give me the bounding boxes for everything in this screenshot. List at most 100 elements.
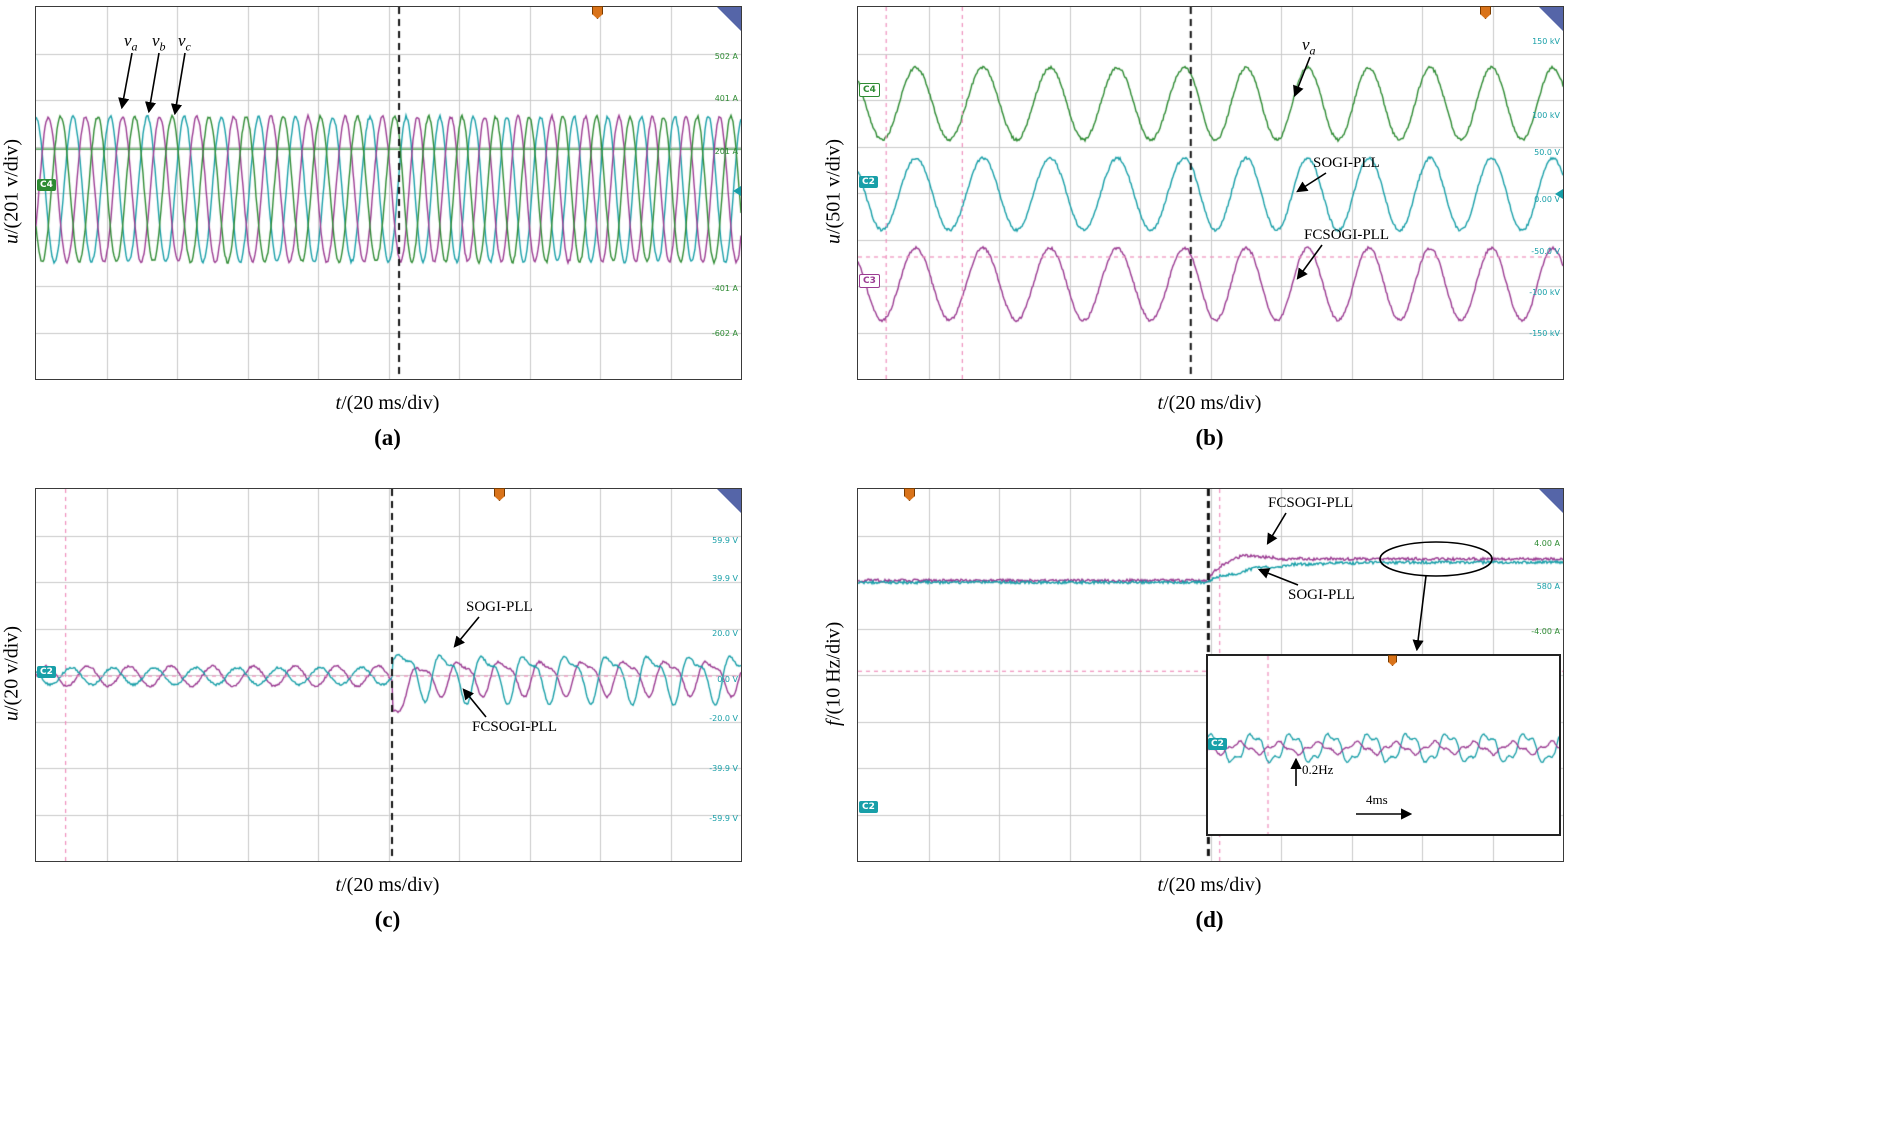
x-axis-var: t	[335, 874, 342, 896]
scale-readout: 401 A	[714, 94, 738, 103]
y-axis-unit: /(20 v/div)	[0, 626, 23, 712]
label-var: v	[152, 31, 160, 50]
scale-readout: -401 A	[711, 284, 738, 293]
panel-a: u/(201 v/div) C4 502 A 401 A 201 A -401 …	[1, 6, 742, 451]
scale-readout: 100 kV	[1532, 111, 1560, 120]
panel-d: f/(10 Hz/div) C2 4.00 A 580 A -4.00 A FC…	[823, 488, 1564, 933]
panel-a-waveform-canvas	[36, 7, 741, 379]
channel-tag: C2	[859, 801, 878, 813]
y-axis-unit: /(10 Hz/div)	[822, 622, 845, 721]
trace-label-fcsogi-pll: FCSOGI-PLL	[1304, 227, 1390, 243]
panel-b-scope: C4 C2 C3 150 kV 100 kV 50.0 V 0.00 V -50…	[857, 6, 1564, 380]
panel-b-waveform-canvas	[858, 7, 1563, 379]
scale-readout: 4.00 A	[1534, 539, 1560, 548]
scale-readout: -150 kV	[1529, 329, 1560, 338]
trace-label-fcsogi-pll: FCSOGI-PLL	[472, 719, 558, 735]
scale-readout: 502 A	[714, 52, 738, 61]
panel-a-y-axis-label: u/(201 v/div)	[0, 6, 26, 378]
trace-label-vc: vc	[178, 31, 191, 54]
trigger-marker-icon	[904, 488, 915, 501]
trace-label-va: va	[124, 31, 138, 54]
panel-b-x-axis-label: t/(20 ms/div)	[857, 392, 1562, 415]
channel-tag: C2	[1208, 738, 1227, 750]
scale-readout: 201 A	[714, 147, 738, 156]
panel-d-scope: C2 4.00 A 580 A -4.00 A FCSOGI-PLL SOGI-…	[857, 488, 1564, 862]
scale-readout: 50.0 V	[1534, 148, 1560, 157]
panel-a-scope: C4 502 A 401 A 201 A -401 A -602 A va vb…	[35, 6, 742, 380]
scale-readout: -20.0 V	[709, 714, 738, 723]
corner-triangle-icon	[1539, 7, 1563, 31]
label-sub: b	[159, 39, 166, 54]
trace-label-sogi-pll: SOGI-PLL	[466, 599, 533, 615]
scale-readout: 580 A	[1536, 582, 1560, 591]
x-axis-unit: /(20 ms/div)	[341, 874, 440, 896]
panel-c-x-axis-label: t/(20 ms/div)	[35, 874, 740, 897]
panel-d-y-axis-label: f/(10 Hz/div)	[820, 488, 848, 860]
trace-label-sogi-pll: SOGI-PLL	[1313, 155, 1380, 171]
trace-label-fcsogi-pll: FCSOGI-PLL	[1268, 495, 1354, 511]
panel-b: u/(501 v/div) C4 C2 C3 150 kV 100 kV 50.…	[823, 6, 1564, 451]
scale-readout: -59.9 V	[709, 814, 738, 823]
scale-readout: 0.0 V	[717, 675, 738, 684]
panel-c: u/(20 v/div) C2 59.9 V 39.9 V 20.0 V 0.0…	[1, 488, 742, 933]
panel-d-x-axis-label: t/(20 ms/div)	[857, 874, 1562, 897]
scale-readout: -50.0 V	[1531, 247, 1560, 256]
label-var: v	[178, 31, 186, 50]
trigger-marker-icon	[592, 6, 603, 19]
corner-triangle-icon	[1539, 489, 1563, 513]
y-axis-unit: /(201 v/div)	[0, 139, 23, 235]
right-edge-marker-icon	[1555, 189, 1563, 199]
panel-d-caption: (d)	[1195, 907, 1224, 932]
y-axis-var: u	[0, 234, 23, 245]
inset-freq-label: 0.2Hz	[1302, 762, 1334, 777]
trace-label-sogi-pll: SOGI-PLL	[1288, 587, 1355, 603]
scale-readout: 59.9 V	[712, 536, 738, 545]
scale-readout: 0.00 V	[1534, 195, 1560, 204]
inset-time-label: 4ms	[1366, 792, 1388, 807]
channel-tag: C2	[37, 666, 56, 678]
channel-tag: C4	[37, 179, 56, 191]
label-sub: a	[131, 39, 138, 54]
x-axis-unit: /(20 ms/div)	[1163, 392, 1262, 414]
scale-readout: -100 kV	[1529, 288, 1560, 297]
trigger-marker-icon	[1388, 655, 1397, 666]
panel-c-caption: (c)	[374, 907, 401, 932]
corner-triangle-icon	[717, 489, 741, 513]
scale-readout: -39.9 V	[709, 764, 738, 773]
trigger-marker-icon	[494, 488, 505, 501]
channel-tag: C4	[859, 83, 880, 97]
y-axis-var: f	[822, 720, 845, 726]
zoom-inset: C2 0.2Hz 4ms	[1206, 654, 1561, 836]
scale-readout: 20.0 V	[712, 629, 738, 638]
panel-c-y-axis-label: u/(20 v/div)	[0, 488, 26, 860]
right-edge-marker-icon	[733, 186, 741, 196]
panel-a-caption: (a)	[374, 425, 401, 450]
scale-readout: 150 kV	[1532, 37, 1560, 46]
label-sub: c	[185, 39, 191, 54]
y-axis-var: u	[0, 711, 23, 722]
trace-label-vb: vb	[152, 31, 166, 54]
y-axis-unit: /(501 v/div)	[822, 139, 845, 235]
x-axis-var: t	[1157, 874, 1164, 896]
scale-readout: -4.00 A	[1531, 627, 1560, 636]
panel-b-caption: (b)	[1195, 425, 1224, 450]
trigger-marker-icon	[1480, 6, 1491, 19]
x-axis-unit: /(20 ms/div)	[1163, 874, 1262, 896]
zoom-inset-canvas	[1208, 656, 1559, 834]
label-var: v	[124, 31, 132, 50]
scale-readout: 39.9 V	[712, 574, 738, 583]
scale-readout: -602 A	[711, 329, 738, 338]
panel-c-waveform-canvas	[36, 489, 741, 861]
trace-label-va: va	[1302, 35, 1316, 58]
panel-a-x-axis-label: t/(20 ms/div)	[35, 392, 740, 415]
y-axis-var: u	[822, 234, 845, 245]
panel-b-y-axis-label: u/(501 v/div)	[820, 6, 848, 378]
x-axis-var: t	[1157, 392, 1164, 414]
corner-triangle-icon	[717, 7, 741, 31]
x-axis-var: t	[335, 392, 342, 414]
label-var: v	[1302, 35, 1310, 54]
channel-tag: C3	[859, 274, 880, 288]
label-sub: a	[1309, 43, 1316, 58]
panel-c-scope: C2 59.9 V 39.9 V 20.0 V 0.0 V -20.0 V -3…	[35, 488, 742, 862]
